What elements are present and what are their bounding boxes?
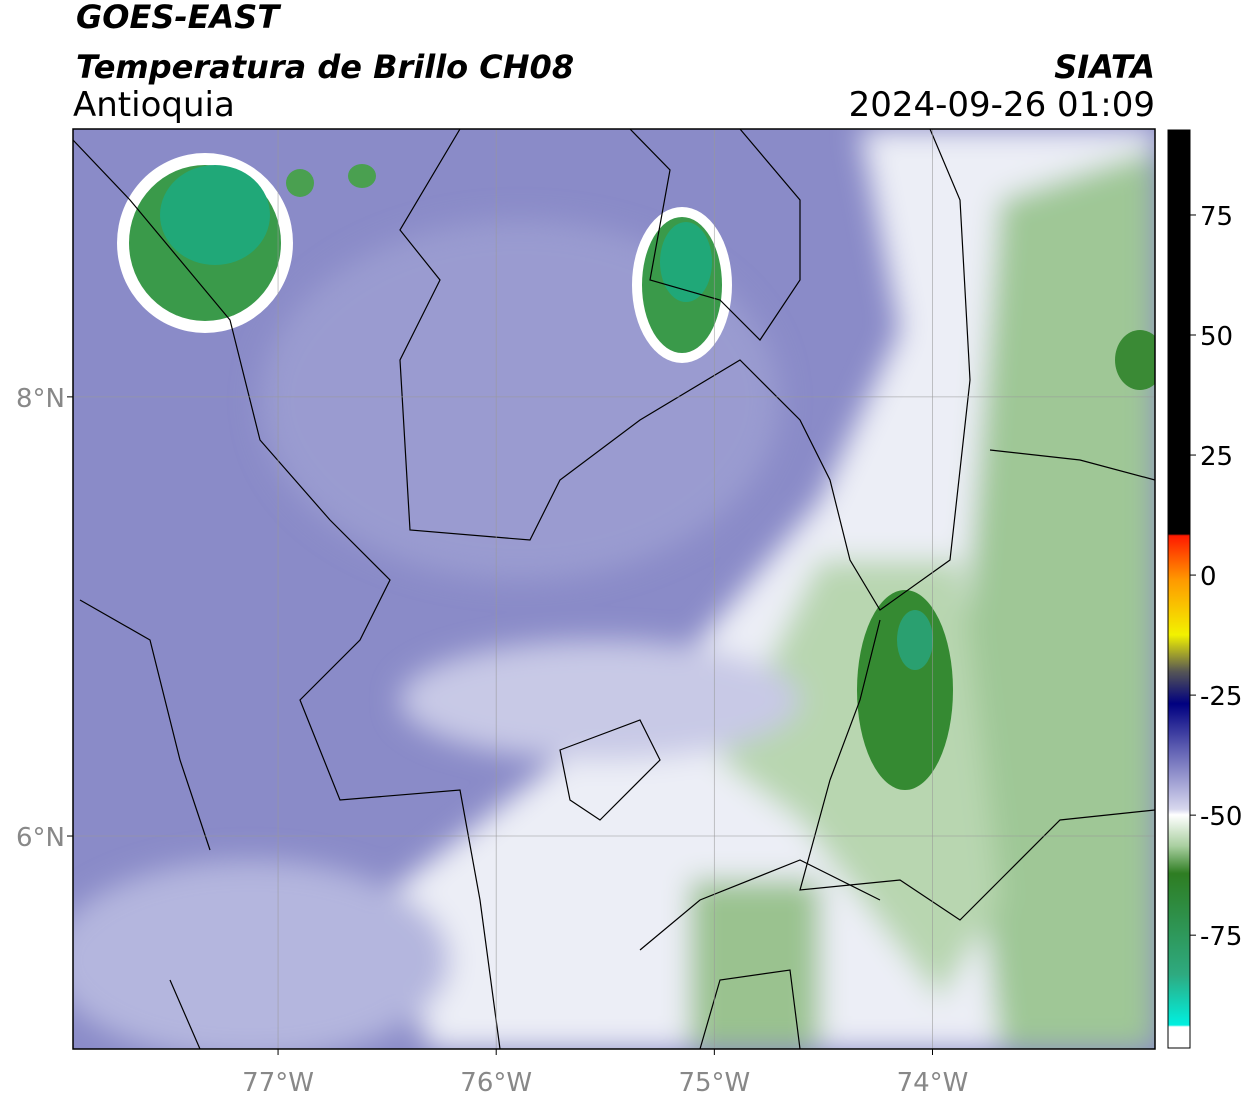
colorbar-tick-label: 25 <box>1200 442 1233 472</box>
colorbar-tick-label: -75 <box>1200 922 1242 952</box>
title: GOES-EAST <box>76 0 281 36</box>
timestamp: 2024-09-26 01:09 <box>849 85 1155 125</box>
lon-tick-label: 76°W <box>460 1068 532 1098</box>
colorbar-tick-label: -50 <box>1200 802 1242 832</box>
lat-tick-label: 6°N <box>16 823 65 853</box>
lon-tick-label: 74°W <box>897 1068 969 1098</box>
lon-tick-label: 77°W <box>242 1068 314 1098</box>
colorbar-tick-label: 0 <box>1200 562 1217 592</box>
colorbar-tick-label: -25 <box>1200 682 1242 712</box>
colorbar-tick-label: 75 <box>1200 202 1233 232</box>
graticule <box>73 129 1155 1049</box>
colorbar <box>1167 129 1191 1049</box>
source: SIATA <box>1054 48 1155 86</box>
region: Antioquia <box>73 85 235 125</box>
subtitle: Temperatura de Brillo CH08 <box>76 48 574 86</box>
colorbar-tick-label: 50 <box>1200 322 1233 352</box>
lon-tick-label: 75°W <box>678 1068 750 1098</box>
map-frame <box>72 128 1156 1050</box>
lat-tick-label: 8°N <box>16 384 65 414</box>
map-image <box>73 129 1155 1049</box>
